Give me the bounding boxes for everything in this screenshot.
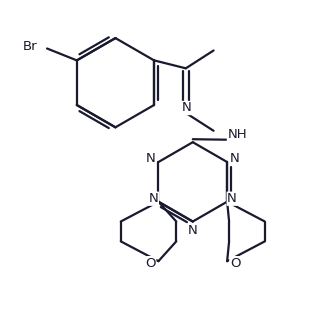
Text: O: O [230,257,240,270]
Text: O: O [145,257,156,270]
Text: Br: Br [22,40,37,53]
Text: N: N [230,151,240,165]
Text: N: N [149,192,158,205]
Text: N: N [188,224,198,237]
Text: NH: NH [227,128,247,141]
Text: N: N [182,102,192,115]
Text: N: N [146,151,155,165]
Text: N: N [227,192,237,205]
